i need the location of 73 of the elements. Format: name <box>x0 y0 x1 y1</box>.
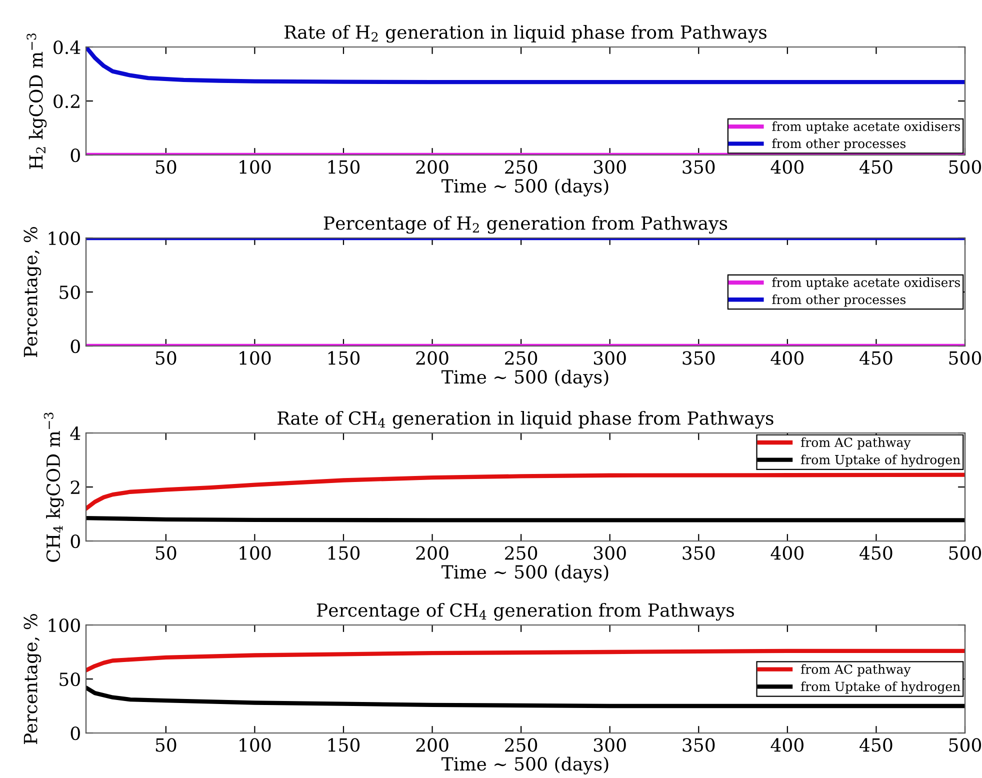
x-tick-label: 150 <box>328 351 360 365</box>
x-tick-label: 300 <box>594 351 626 365</box>
x-tick-label: 100 <box>240 738 271 752</box>
x-tick-label: 500 <box>949 546 982 560</box>
x-tick-label: 400 <box>770 738 804 752</box>
chart-title: Rate of CH$_{4}$ generation in liquid phase from Pathways <box>278 410 774 429</box>
y-tick-label: 4 <box>70 426 80 440</box>
x-tick-label: 350 <box>682 351 715 365</box>
chart-title: Rate of H$_{2}$ generation in liquid phase from Pathways <box>284 24 766 43</box>
x-tick-label: 250 <box>505 738 538 752</box>
x-tick-label: 450 <box>860 546 892 560</box>
x-tick-label: 200 <box>416 160 448 174</box>
x-tick-label: 450 <box>860 738 892 752</box>
x-tick-label: 400 <box>770 160 804 174</box>
x-tick-label: 300 <box>594 738 626 752</box>
x-tick-label: 150 <box>328 546 360 560</box>
x-tick-label: 250 <box>505 546 538 560</box>
legend-label: from other processes <box>772 294 906 307</box>
x-tick-label: 100 <box>240 160 271 174</box>
x-tick-label: 400 <box>770 351 804 365</box>
x-tick-label: 500 <box>949 351 982 365</box>
x-axis-title: Time ~ 500 (days) <box>442 564 608 582</box>
y-tick-label: 0 <box>70 726 80 740</box>
x-tick-label: 100 <box>240 351 271 365</box>
x-tick-label: 200 <box>416 738 448 752</box>
x-tick-label: 350 <box>682 160 715 174</box>
y-tick-label: 0 <box>70 339 80 354</box>
x-tick-label: 250 <box>505 160 538 174</box>
legend-label: from AC pathway <box>800 437 911 450</box>
x-axis-title: Time ~ 500 (days) <box>442 756 608 774</box>
x-axis-title: Time ~ 500 (days) <box>442 178 608 196</box>
x-tick-label: 200 <box>416 546 448 560</box>
y-axis-title: H$_{2}$ kgCOD m$^{−3}$ <box>26 34 47 169</box>
y-axis-title: Percentage, % <box>24 227 42 357</box>
y-axis-title: Percentage, % <box>24 614 42 744</box>
x-tick-label: 500 <box>949 160 982 174</box>
x-tick-label: 100 <box>240 546 271 560</box>
chart-title: Percentage of H$_{2}$ generation from Pathways <box>324 216 728 234</box>
chart-title: Percentage of CH$_{4}$ generation from Pathways <box>316 602 734 621</box>
y-tick-label: 50 <box>60 285 80 300</box>
x-tick-label: 50 <box>156 546 176 560</box>
x-tick-label: 300 <box>594 160 626 174</box>
legend-label: from uptake acetate oxidisers <box>772 121 960 134</box>
y-tick-label: 50 <box>60 672 80 686</box>
y-tick-label: 0 <box>70 534 80 548</box>
x-tick-label: 50 <box>156 738 176 752</box>
legend-label: from Uptake of hydrogen <box>800 682 960 694</box>
y-tick-label: 2 <box>70 480 80 494</box>
x-axis-title: Time ~ 500 (days) <box>442 370 608 388</box>
legend-label: from AC pathway <box>800 664 911 676</box>
x-tick-label: 50 <box>156 351 176 365</box>
x-tick-label: 150 <box>328 738 360 752</box>
x-tick-label: 350 <box>682 546 715 560</box>
x-tick-label: 450 <box>860 160 892 174</box>
y-axis-title: CH$_{4}$ kgCOD m$^{−3}$ <box>44 412 64 562</box>
x-tick-label: 500 <box>949 738 982 752</box>
y-tick-label: 100 <box>48 231 80 246</box>
x-tick-label: 400 <box>770 546 804 560</box>
x-tick-label: 300 <box>594 546 626 560</box>
x-tick-label: 350 <box>682 738 715 752</box>
x-tick-label: 250 <box>505 351 538 365</box>
y-tick-label: 0 <box>70 148 80 162</box>
y-tick-label: 0.4 <box>54 40 80 54</box>
x-tick-label: 50 <box>156 160 176 174</box>
x-tick-label: 200 <box>416 351 448 365</box>
x-tick-label: 150 <box>328 160 360 174</box>
legend-label: from other processes <box>772 138 906 151</box>
y-tick-label: 100 <box>48 618 80 632</box>
line-series <box>86 472 965 511</box>
x-tick-label: 450 <box>860 351 892 365</box>
legend-label: from Uptake of hydrogen <box>800 454 960 467</box>
y-tick-label: 0.2 <box>54 94 80 108</box>
legend-label: from uptake acetate oxidisers <box>772 277 960 290</box>
